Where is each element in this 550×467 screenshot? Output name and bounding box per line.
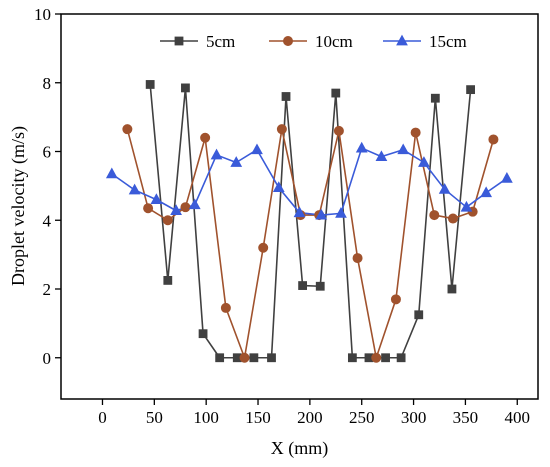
data-point-10cm [143,203,154,214]
data-point-5cm [347,353,357,363]
data-point-5cm [249,353,259,363]
data-point-10cm [352,253,363,264]
y-tick-label: 8 [43,74,52,93]
x-tick-label: 0 [98,408,107,427]
y-tick-label: 0 [43,349,52,368]
data-point-15cm [128,183,141,195]
series-line-10cm [126,128,495,359]
data-point-10cm [410,127,421,138]
x-axis-title: X (mm) [271,438,329,459]
data-point-15cm [335,207,347,218]
data-point-15cm [480,186,493,198]
plot-frame [60,13,539,400]
data-point-10cm [180,202,191,213]
data-point-10cm [220,302,231,313]
data-point-15cm [460,200,473,212]
data-point-15cm [210,148,223,160]
data-point-10cm [239,352,250,363]
y-tick-label: 4 [43,211,52,230]
data-point-5cm [315,281,325,291]
x-tick-label: 50 [146,408,163,427]
x-tick-label: 400 [505,408,531,427]
data-point-5cm [145,80,155,89]
legend-marker-15cm [396,34,408,46]
data-point-10cm [429,210,440,221]
data-point-5cm [267,353,276,363]
data-point-5cm [447,284,457,294]
data-point-5cm [381,353,390,363]
x-tick-label: 100 [193,408,219,427]
data-point-5cm [430,93,440,103]
y-axis-title: Droplet velocity (m/s) [8,126,29,286]
data-point-15cm [170,204,182,216]
data-point-5cm [198,329,208,339]
data-point-5cm [331,88,341,98]
data-point-15cm [105,167,118,179]
legend: 5cm 10cm 15cm [160,32,467,51]
x-tick-label: 200 [297,408,323,427]
data-point-15cm [397,143,410,155]
data-point-15cm [375,150,388,162]
data-point-10cm [162,215,173,226]
data-point-15cm [355,141,368,153]
data-point-10cm [333,125,344,136]
data-point-10cm [258,242,269,253]
legend-marker-5cm [174,36,184,46]
data-point-15cm [188,198,201,210]
data-point-10cm [276,124,287,135]
data-point-15cm [272,181,285,192]
data-point-10cm [488,134,499,145]
data-point-5cm [396,353,406,363]
data-point-5cm [215,353,225,363]
data-point-15cm [418,156,430,167]
legend-label-15cm: 15cm [429,32,467,51]
legend-label-5cm: 5cm [206,32,235,51]
legend-label-10cm: 10cm [315,32,353,51]
series-line-15cm [111,147,508,216]
data-point-10cm [447,213,458,224]
data-point-5cm [298,281,308,290]
data-point-5cm [466,85,475,95]
data-point-10cm [371,352,382,363]
data-point-10cm [200,132,211,143]
data-point-10cm [122,124,133,135]
data-point-5cm [414,310,424,320]
y-tick-label: 10 [34,5,51,24]
y-tick-label: 2 [43,280,52,299]
y-tick-label: 6 [43,143,52,162]
axis-ticks: 0 50 100 150 200 250 300 350 400 0 2 4 6 8 10 [34,5,530,427]
legend-marker-10cm [282,36,293,47]
data-point-15cm [293,206,306,218]
data-point-5cm [163,276,173,285]
data-point-5cm [181,83,190,93]
data-point-15cm [150,193,163,205]
data-point-15cm [315,208,328,220]
data-point-5cm [281,92,291,101]
x-tick-label: 300 [401,408,427,427]
x-tick-label: 250 [349,408,375,427]
x-tick-label: 150 [245,408,271,427]
data-point-15cm [230,156,243,167]
data-point-15cm [438,182,451,194]
data-point-15cm [251,143,263,155]
data-point-15cm [501,171,513,183]
data-point-10cm [390,294,401,305]
series-markers [105,80,513,363]
x-tick-label: 350 [453,408,479,427]
